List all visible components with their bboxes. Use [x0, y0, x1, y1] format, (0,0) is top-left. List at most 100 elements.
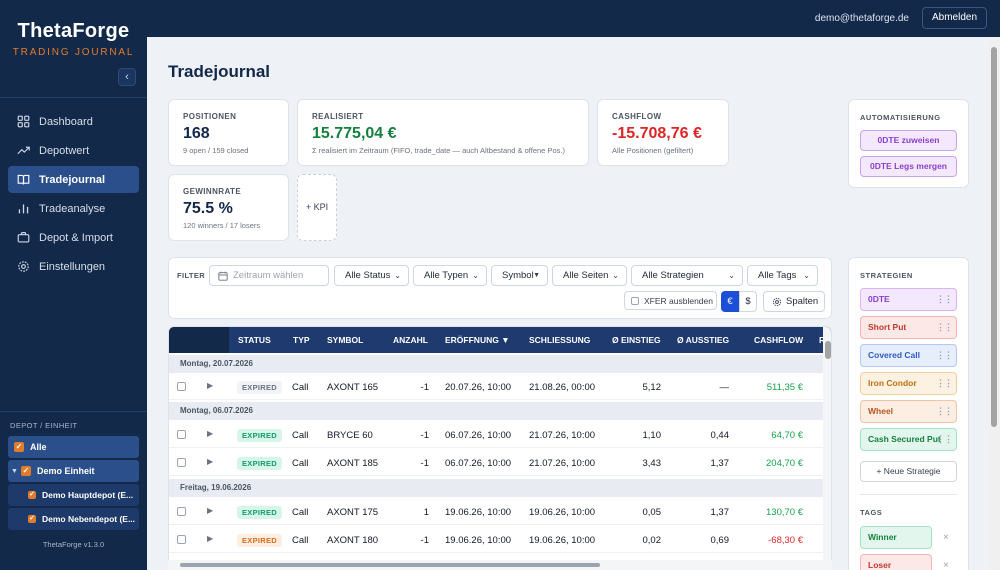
strategy-chip-covered-call[interactable]: Covered Call ⋮⋮ [860, 344, 957, 367]
table-row[interactable]: ▶ EXPIRED Call AXONT 165 -1 20.07.26, 10… [169, 373, 823, 400]
currency-eur-button[interactable]: € [721, 291, 739, 312]
table-row[interactable]: ▶ EXPIRED Call AXONT 175 1 19.06.26, 10:… [169, 498, 823, 525]
remove-tag-icon[interactable]: × [943, 560, 949, 570]
checkbox-checked-icon[interactable]: ✓ [21, 466, 31, 476]
kpi-label: REALISIERT [312, 112, 364, 121]
column-header-anzahl[interactable]: ANZAHL [393, 335, 428, 345]
scrollbar-thumb[interactable] [825, 341, 831, 359]
column-header-eroeffnung[interactable]: ERÖFFNUNG ▼ [445, 335, 510, 345]
strategy-chip-short-put[interactable]: Short Put ⋮⋮ [860, 316, 957, 339]
strategy-chip-cash-secured-put[interactable]: Cash Secured Put ⋮⋮ [860, 428, 957, 451]
tag-select[interactable]: Alle Tags ⌄ [747, 265, 818, 286]
column-header-einstieg[interactable]: Ø EINSTIEG [612, 335, 661, 345]
status-select[interactable]: Alle Status ⌄ [334, 265, 409, 286]
type-select[interactable]: Alle Typen ⌄ [413, 265, 487, 286]
table-row[interactable]: ▶ EXPIRED Call AXONT 180 -1 19.06.26, 10… [169, 526, 823, 553]
assign-0dte-button[interactable]: 0DTE zuweisen [860, 130, 957, 151]
expand-row-icon[interactable]: ▶ [207, 506, 214, 515]
column-header-r[interactable]: R [819, 335, 825, 345]
currency-usd-button[interactable]: $ [739, 291, 757, 312]
row-checkbox[interactable] [177, 430, 186, 439]
expand-row-icon[interactable]: ▶ [207, 381, 214, 390]
checkbox-unchecked-icon[interactable] [631, 296, 639, 305]
date-group-header: Montag, 20.07.2026 [169, 355, 823, 373]
strategy-chip-wheel[interactable]: Wheel ⋮⋮ [860, 400, 957, 423]
tree-item-hauptdepot[interactable]: ✓ Demo Hauptdepot (E... [8, 484, 139, 506]
drag-handle-icon[interactable]: ⋮⋮ [936, 294, 953, 304]
sidebar-item-depot-import[interactable]: Depot & Import [8, 224, 139, 251]
cell-cashflow: 511,35 € [766, 382, 803, 393]
kpi-value: 168 [183, 125, 210, 142]
brand-title: ThetaForge [17, 20, 130, 42]
side-select[interactable]: Alle Seiten ⌄ [552, 265, 627, 286]
sidebar-item-dashboard[interactable]: Dashboard [8, 108, 139, 135]
sidebar-item-einstellungen[interactable]: Einstellungen [8, 253, 139, 280]
strategy-chip-0dte[interactable]: 0DTE ⋮⋮ [860, 288, 957, 311]
drag-handle-icon[interactable]: ⋮⋮ [936, 322, 953, 332]
gear-icon [772, 297, 782, 306]
sidebar-item-tradeanalyse[interactable]: Tradeanalyse [8, 195, 139, 222]
hide-xfer-toggle[interactable]: XFER ausblenden [624, 291, 717, 310]
chevron-down-icon[interactable]: ▼ [11, 467, 18, 475]
strategy-select[interactable]: Alle Strategien ⌄ [631, 265, 743, 286]
column-header-status[interactable]: STATUS [238, 335, 271, 345]
expand-row-icon[interactable]: ▶ [207, 429, 214, 438]
sidebar-item-depotwert[interactable]: Depotwert [8, 137, 139, 164]
column-header-cashflow[interactable]: CASHFLOW [754, 335, 804, 345]
collapse-sidebar-button[interactable]: ‹ [118, 68, 136, 86]
table-row[interactable]: ▶ EXPIRED Call AXONT 185 -1 06.07.26, 10… [169, 449, 823, 476]
kpi-sub: Σ realisiert im Zeitraum (FIFO, trade_da… [312, 146, 565, 155]
tag-chip-loser[interactable]: Loser [860, 554, 932, 570]
column-header-ausstieg[interactable]: Ø AUSSTIEG [677, 335, 730, 345]
logout-button[interactable]: Abmelden [922, 7, 987, 29]
cell-cashflow: 64,70 € [771, 430, 803, 441]
expand-row-icon[interactable]: ▶ [207, 457, 214, 466]
columns-button[interactable]: Spalten [763, 291, 825, 312]
row-checkbox[interactable] [177, 535, 186, 544]
sidebar-nav: Dashboard Depotwert Tradejournal Tradean… [8, 108, 139, 282]
drag-handle-icon[interactable]: ⋮⋮ [936, 350, 953, 360]
checkbox-checked-icon[interactable]: ✓ [28, 515, 36, 523]
add-kpi-button[interactable]: + KPI [297, 174, 337, 241]
expand-row-icon[interactable]: ▶ [207, 534, 214, 543]
drag-handle-icon[interactable]: ⋮⋮ [936, 434, 953, 444]
drag-handle-icon[interactable]: ⋮⋮ [936, 406, 953, 416]
cell-ausstieg: 0,69 [710, 535, 730, 546]
checkbox-checked-icon[interactable]: ✓ [28, 491, 36, 499]
panel-divider [860, 494, 957, 495]
sidebar-item-tradejournal[interactable]: Tradejournal [8, 166, 139, 193]
row-checkbox[interactable] [177, 382, 186, 391]
tag-chip-winner[interactable]: Winner [860, 526, 932, 549]
date-range-input[interactable]: Zeitraum wählen [209, 265, 329, 286]
kpi-value: -15.708,76 € [612, 125, 702, 142]
add-strategy-button[interactable]: + Neue Strategie [860, 461, 957, 482]
sidebar-item-label: Tradejournal [39, 173, 106, 186]
remove-tag-icon[interactable]: × [943, 532, 949, 543]
page-vertical-scrollbar[interactable] [989, 37, 1000, 570]
tree-item-demo-einheit[interactable]: ▼ ✓ Demo Einheit [8, 460, 139, 482]
select-value: Alle Tags [758, 270, 797, 281]
column-header-schliessung[interactable]: SCHLIESSUNG [529, 335, 591, 345]
scrollbar-thumb[interactable] [991, 47, 997, 427]
tree-item-nebendepot[interactable]: ✓ Demo Nebendepot (E... [8, 508, 139, 530]
row-checkbox[interactable] [177, 458, 186, 467]
status-badge: EXPIRED [237, 381, 283, 394]
table-row[interactable]: ▶ EXPIRED Call BRYCE 60 -1 06.07.26, 10:… [169, 421, 823, 448]
tree-item-alle[interactable]: ✓ Alle [8, 436, 139, 458]
kpi-sub: 9 open / 159 closed [183, 146, 249, 155]
tree-item-label: Demo Hauptdepot (E... [42, 490, 134, 500]
chevron-down-icon: ⌄ [612, 271, 619, 280]
cell-ausstieg: — [719, 382, 730, 393]
drag-handle-icon[interactable]: ⋮⋮ [936, 378, 953, 388]
cell-einstieg: 1,10 [642, 430, 662, 441]
symbol-select[interactable]: Symbol ▼ [491, 265, 548, 286]
row-checkbox[interactable] [177, 507, 186, 516]
scrollbar-thumb[interactable] [180, 563, 600, 567]
checkbox-checked-icon[interactable]: ✓ [14, 442, 24, 452]
strategy-chip-iron-condor[interactable]: Iron Condor ⋮⋮ [860, 372, 957, 395]
column-header-symbol[interactable]: SYMBOL [327, 335, 364, 345]
merge-0dte-legs-button[interactable]: 0DTE Legs mergen [860, 156, 957, 177]
table-vertical-scrollbar[interactable] [823, 327, 831, 569]
column-header-typ[interactable]: TYP [293, 335, 310, 345]
table-horizontal-scrollbar[interactable] [168, 560, 832, 570]
